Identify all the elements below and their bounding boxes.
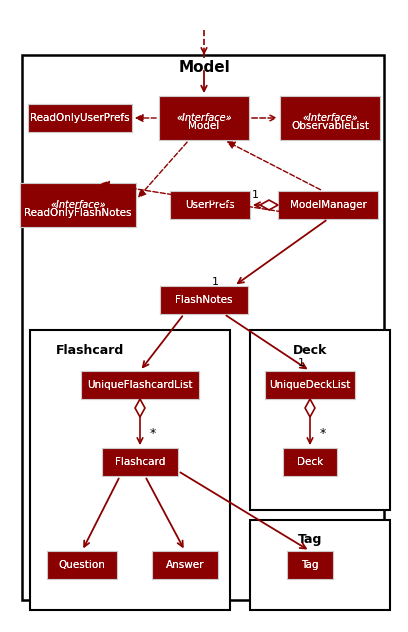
Text: ReadOnlyFlashNotes: ReadOnlyFlashNotes [24,208,132,218]
Text: ReadOnlyUserPrefs: ReadOnlyUserPrefs [30,113,130,123]
Bar [265,371,355,399]
Bar [159,96,249,140]
Bar [47,551,117,579]
Text: Model: Model [178,61,230,75]
Text: UniqueDeckList: UniqueDeckList [269,380,351,390]
Bar [283,448,337,476]
Bar [20,183,136,227]
Bar [152,551,218,579]
Bar [160,286,248,314]
Bar [283,448,337,476]
Text: FlashNotes: FlashNotes [175,295,233,305]
Bar [20,183,136,227]
Text: ObservableList: ObservableList [291,121,369,131]
Text: UserPrefs: UserPrefs [185,200,235,210]
Text: FlashNotes: FlashNotes [175,295,233,305]
Bar [280,96,380,140]
Polygon shape [305,399,315,417]
Text: ObservableList: ObservableList [291,121,369,131]
Text: *: * [320,427,326,441]
Text: ReadOnlyFlashNotes: ReadOnlyFlashNotes [24,208,132,218]
Text: *: * [150,427,156,441]
Text: Question: Question [59,560,105,570]
Text: Question: Question [59,560,105,570]
Bar [265,371,355,399]
Text: Model: Model [188,121,220,131]
Bar [22,55,384,600]
Text: ModelManager: ModelManager [290,200,366,210]
Text: Answer: Answer [166,560,204,570]
Text: «Interface»: «Interface» [50,200,106,210]
Text: Deck: Deck [297,457,323,467]
Bar [278,191,378,219]
Text: UniqueFlashcardList: UniqueFlashcardList [87,380,193,390]
Polygon shape [260,200,278,210]
Bar [81,371,199,399]
Text: Tag: Tag [301,560,319,570]
Text: Tag: Tag [301,560,319,570]
Polygon shape [135,399,145,417]
Bar [250,330,390,510]
Text: Tag: Tag [298,533,322,547]
Text: 1: 1 [212,277,219,287]
Text: «Interface»: «Interface» [302,113,358,123]
Bar [30,330,230,610]
Bar [47,551,117,579]
Bar [102,448,178,476]
Bar [152,551,218,579]
Bar [287,551,333,579]
Text: Answer: Answer [166,560,204,570]
Text: UserPrefs: UserPrefs [185,200,235,210]
Bar [28,104,132,132]
Text: Flashcard: Flashcard [115,457,165,467]
Bar [170,191,250,219]
Text: 1: 1 [252,190,259,200]
Text: Deck: Deck [293,344,327,356]
Text: 1: 1 [298,358,305,368]
Text: «Interface»: «Interface» [176,113,232,123]
Text: Flashcard: Flashcard [115,457,165,467]
Text: UniqueFlashcardList: UniqueFlashcardList [87,380,193,390]
Text: Deck: Deck [297,457,323,467]
Text: «Interface»: «Interface» [50,200,106,210]
Text: «Interface»: «Interface» [176,113,232,123]
Bar [81,371,199,399]
Bar [159,96,249,140]
Text: ReadOnlyUserPrefs: ReadOnlyUserPrefs [30,113,130,123]
Bar [28,104,132,132]
Bar [280,96,380,140]
Text: Flashcard: Flashcard [56,344,124,356]
Text: UniqueDeckList: UniqueDeckList [269,380,351,390]
Bar [102,448,178,476]
Bar [170,191,250,219]
Bar [278,191,378,219]
Text: «Interface»: «Interface» [302,113,358,123]
Bar [250,520,390,610]
Text: ModelManager: ModelManager [290,200,366,210]
Bar [160,286,248,314]
Bar [287,551,333,579]
Text: Model: Model [188,121,220,131]
